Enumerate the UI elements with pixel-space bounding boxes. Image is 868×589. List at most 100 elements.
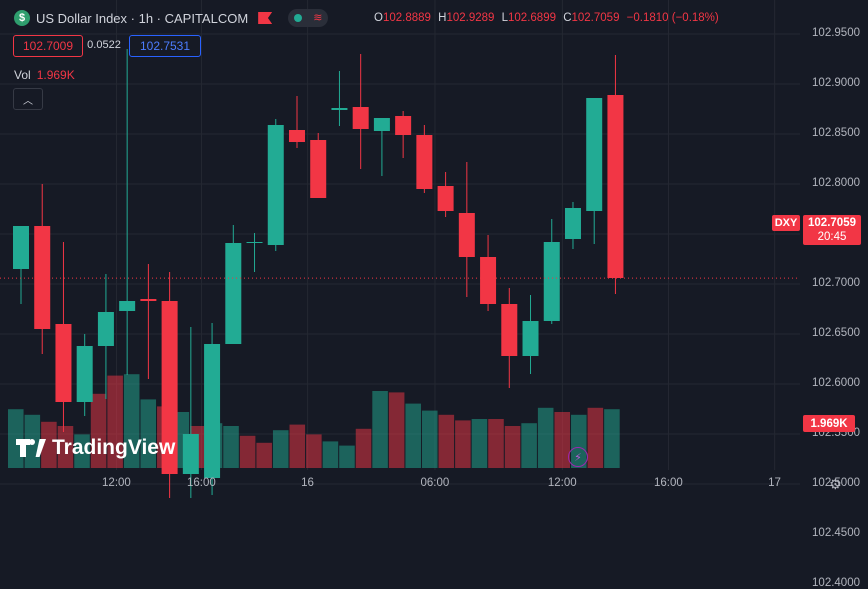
candle-body bbox=[416, 135, 433, 189]
volume-bar bbox=[74, 434, 90, 468]
low-value: 102.6899 bbox=[508, 12, 556, 24]
symbol-legend[interactable]: $ US Dollar Index · 1h · CAPITALCOM ≋ bbox=[14, 8, 329, 28]
candle-body bbox=[13, 226, 29, 269]
candle-body bbox=[352, 107, 369, 129]
volume-bar bbox=[554, 412, 571, 468]
settings-icon[interactable]: ⚙ bbox=[829, 476, 842, 492]
candle-body bbox=[458, 213, 475, 257]
volume-bar bbox=[455, 420, 471, 468]
last-price: 102.7059 bbox=[808, 217, 856, 229]
change-value: −0.1810 (−0.18%) bbox=[626, 12, 719, 24]
candle-body bbox=[395, 116, 412, 135]
chart-canvas[interactable] bbox=[0, 0, 868, 498]
volume-bar bbox=[388, 392, 405, 468]
last-volume-badge: 1.969K bbox=[803, 415, 855, 432]
last-price-badge: 102.7059 20:45 bbox=[803, 215, 861, 245]
volume-bar bbox=[272, 430, 289, 468]
candle-body bbox=[586, 98, 603, 211]
volume-bar bbox=[587, 407, 604, 468]
volume-value: 1.969K bbox=[36, 68, 75, 82]
candle-body bbox=[34, 226, 51, 329]
candle-body bbox=[607, 95, 624, 278]
tradingview-icon bbox=[16, 439, 46, 457]
volume-bar bbox=[223, 426, 239, 468]
time-tick-label: 12:00 bbox=[102, 477, 131, 489]
volume-bar bbox=[504, 426, 521, 468]
time-tick-label: 16 bbox=[301, 477, 314, 489]
volume-label: Vol bbox=[14, 68, 31, 82]
candle-body bbox=[161, 301, 178, 474]
time-tick-label: 17 bbox=[768, 477, 781, 489]
price-tick-label: 102.5000 bbox=[812, 477, 860, 489]
candle-body bbox=[182, 434, 199, 474]
collapse-legend-button[interactable]: ︿ bbox=[13, 88, 43, 110]
candle-body bbox=[480, 257, 497, 304]
volume-bar bbox=[339, 445, 355, 468]
flag-icon[interactable] bbox=[258, 12, 273, 24]
indicator-toggle[interactable]: ≋ bbox=[288, 9, 329, 27]
price-tick-label: 102.6000 bbox=[812, 377, 860, 389]
dollar-logo-icon: $ bbox=[14, 10, 30, 26]
candle-body bbox=[373, 118, 390, 131]
brand-name: TradingView bbox=[52, 436, 176, 459]
volume-bar bbox=[355, 428, 372, 468]
candle-body bbox=[288, 130, 305, 142]
volume-bar bbox=[41, 421, 57, 468]
volume-bar bbox=[306, 434, 322, 468]
volume-bar bbox=[239, 435, 256, 468]
volume-bar bbox=[604, 409, 620, 468]
volume-bar bbox=[438, 414, 455, 468]
price-tick-label: 102.9000 bbox=[812, 77, 860, 89]
buy-price-button[interactable]: 102.7531 bbox=[129, 35, 201, 57]
volume-legend[interactable]: Vol 1.969K bbox=[14, 68, 75, 82]
price-tick-label: 102.8000 bbox=[812, 177, 860, 189]
ohlc-readout: O102.8889 H102.9289 L102.6899 C102.7059 … bbox=[374, 12, 723, 24]
volume-bar bbox=[322, 441, 339, 468]
low-label: L bbox=[501, 12, 509, 24]
volume-bar bbox=[289, 424, 306, 468]
volume-bar bbox=[107, 375, 123, 468]
price-tick-label: 102.4500 bbox=[812, 527, 860, 539]
high-value: 102.9289 bbox=[446, 12, 495, 24]
volume-bar bbox=[488, 419, 504, 468]
tradingview-logo[interactable]: TradingView bbox=[16, 436, 175, 460]
candle-body bbox=[76, 346, 93, 402]
time-tick-label: 16:00 bbox=[654, 477, 683, 489]
volume-bar bbox=[421, 410, 438, 468]
volume-bar bbox=[140, 399, 157, 468]
symbol-title[interactable]: US Dollar Index · 1h · CAPITALCOM bbox=[36, 10, 249, 26]
sell-price-button[interactable]: 102.7009 bbox=[13, 35, 83, 57]
volume-bar bbox=[471, 419, 488, 468]
volume-bar bbox=[57, 426, 74, 468]
candle-body bbox=[331, 108, 348, 110]
price-tick-label: 102.4000 bbox=[812, 577, 860, 589]
open-label: O bbox=[374, 12, 383, 24]
candle-body bbox=[55, 324, 72, 402]
wave-icon: ≋ bbox=[313, 11, 323, 24]
candle-body bbox=[140, 299, 157, 301]
volume-bar bbox=[521, 423, 537, 468]
candle-body bbox=[225, 243, 242, 344]
candle-body bbox=[501, 304, 518, 356]
high-label: H bbox=[438, 12, 447, 24]
candle-body bbox=[267, 125, 284, 245]
candle-body bbox=[310, 140, 327, 198]
time-tick-label: 12:00 bbox=[547, 477, 577, 489]
time-tick-label: 06:00 bbox=[420, 477, 450, 489]
volume-bar bbox=[90, 393, 107, 468]
candle-body bbox=[437, 186, 454, 211]
volume-bar bbox=[372, 391, 388, 468]
candle-body bbox=[97, 312, 114, 346]
volume-bar bbox=[405, 403, 421, 468]
status-dot-icon bbox=[293, 14, 302, 22]
candle-body bbox=[543, 242, 560, 321]
candle-body bbox=[119, 301, 136, 311]
candle-body bbox=[564, 208, 581, 239]
grid-lines bbox=[0, 0, 800, 485]
close-value: 102.7059 bbox=[571, 12, 620, 24]
price-tick-label: 102.9500 bbox=[812, 27, 860, 39]
candlesticks bbox=[13, 49, 624, 498]
lightning-icon[interactable]: ⚡ bbox=[568, 447, 588, 467]
price-tick-label: 102.8500 bbox=[812, 127, 860, 139]
volume-bar bbox=[123, 374, 140, 468]
